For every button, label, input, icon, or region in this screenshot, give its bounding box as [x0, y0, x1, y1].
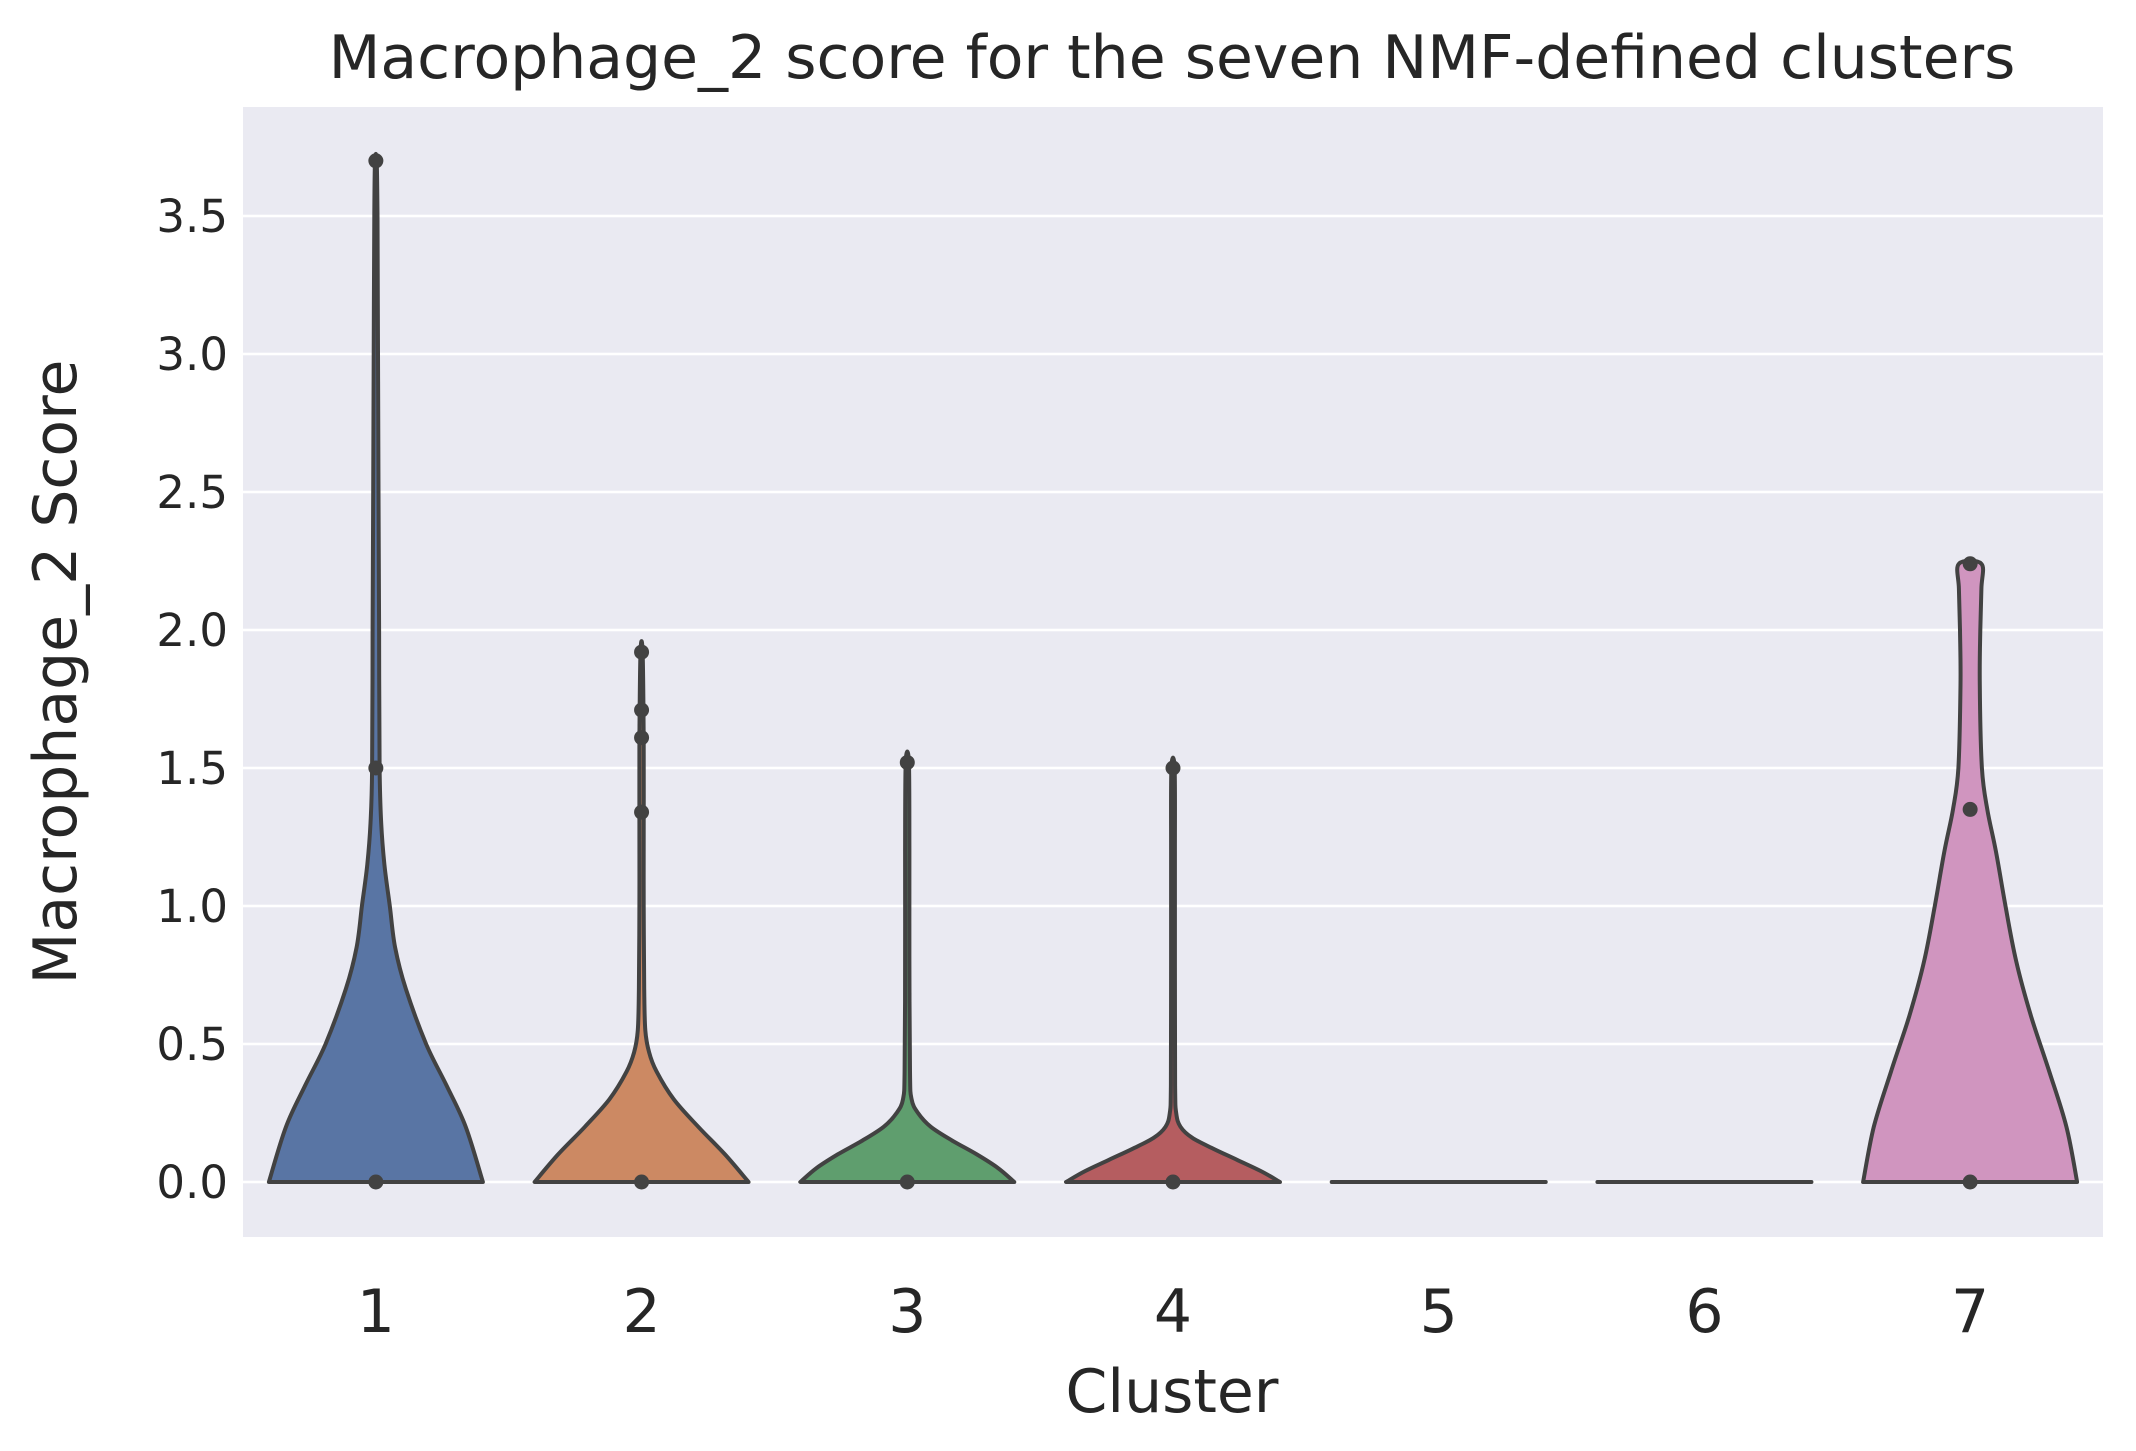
violin-4 — [1064, 755, 1282, 1190]
data-point — [634, 702, 650, 718]
data-point — [634, 644, 650, 660]
x-tick-label: 7 — [1951, 1277, 1989, 1347]
violin-2 — [532, 639, 751, 1190]
violin-7 — [1861, 556, 2080, 1190]
x-tick-label: 2 — [622, 1277, 660, 1347]
y-tick-label: 2.0 — [156, 604, 228, 657]
y-tick-label: 1.0 — [156, 880, 228, 933]
data-point — [1962, 556, 1978, 572]
data-point — [899, 754, 915, 770]
violin-1 — [266, 151, 485, 1190]
data-point — [1962, 801, 1978, 817]
x-tick-label: 6 — [1685, 1277, 1723, 1347]
x-tick-label: 1 — [357, 1277, 395, 1347]
data-point — [634, 804, 650, 820]
violin-body — [798, 749, 1017, 1184]
data-point — [368, 153, 384, 169]
data-point — [1165, 1174, 1181, 1190]
data-point — [1962, 1174, 1978, 1190]
data-point — [368, 760, 384, 776]
y-tick-label: 1.5 — [156, 742, 228, 795]
violin-body — [532, 639, 751, 1184]
x-tick-label: 5 — [1420, 1277, 1458, 1347]
violins — [266, 151, 2080, 1190]
chart-title: Macrophage_2 score for the seven NMF-def… — [329, 23, 2016, 93]
data-point — [634, 730, 650, 746]
y-tick-label: 3.5 — [156, 190, 228, 243]
x-axis-ticks: 1 2 3 4 5 6 7 — [357, 1277, 1989, 1347]
y-axis-label: Macrophage_2 Score — [21, 360, 91, 985]
x-axis-label: Cluster — [1066, 1357, 1279, 1427]
data-point — [899, 1174, 915, 1190]
y-tick-label: 0.0 — [156, 1156, 228, 1209]
x-tick-label: 3 — [888, 1277, 926, 1347]
data-point — [1165, 760, 1181, 776]
violin-3 — [798, 749, 1017, 1190]
data-point — [368, 1174, 384, 1190]
y-tick-label: 3.0 — [156, 328, 228, 381]
data-point — [634, 1174, 650, 1190]
y-tick-label: 2.5 — [156, 466, 228, 519]
x-tick-label: 4 — [1154, 1277, 1192, 1347]
y-tick-label: 0.5 — [156, 1018, 228, 1071]
y-axis-ticks: 0.0 0.5 1.0 1.5 2.0 2.5 3.0 3.5 — [156, 190, 228, 1209]
violin-body — [1064, 755, 1282, 1184]
